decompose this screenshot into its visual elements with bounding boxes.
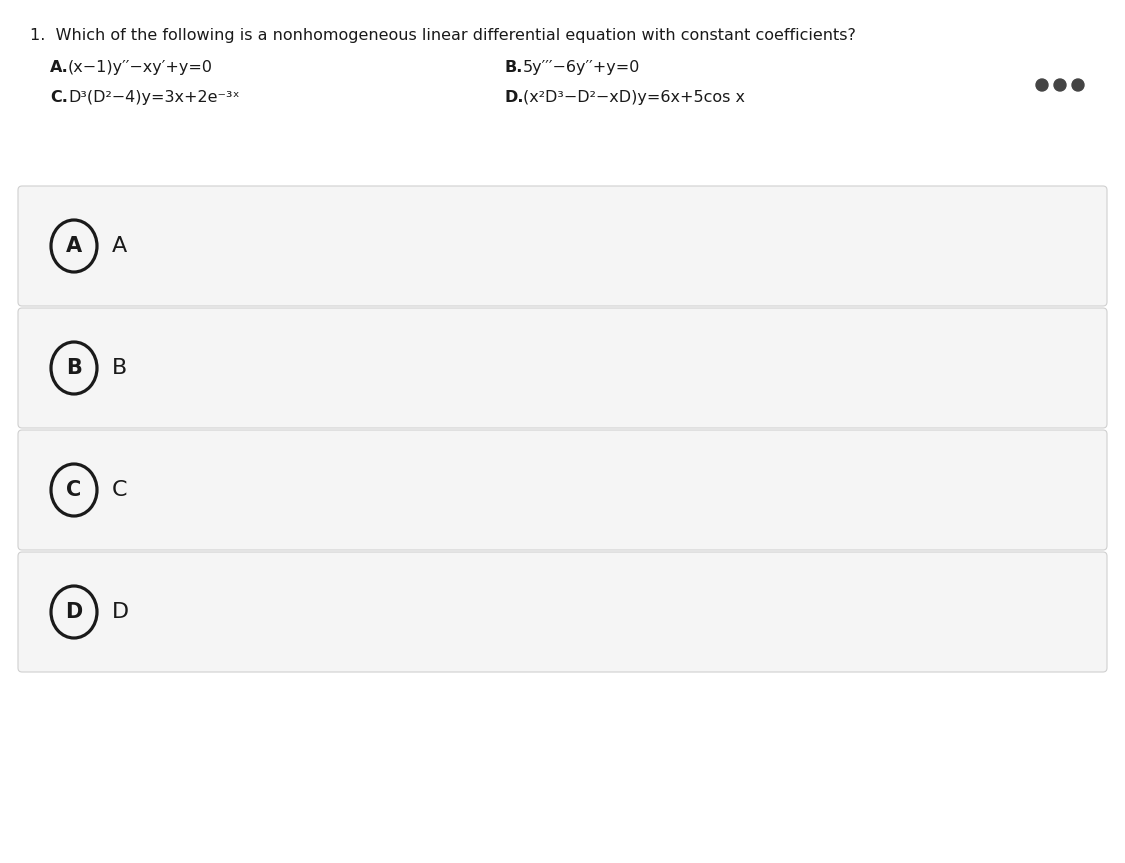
Text: D: D bbox=[112, 602, 129, 622]
Circle shape bbox=[1072, 79, 1084, 91]
Text: A: A bbox=[112, 236, 127, 256]
Text: B: B bbox=[112, 358, 127, 378]
Text: B: B bbox=[66, 358, 82, 378]
FancyBboxPatch shape bbox=[18, 552, 1107, 672]
Text: D³(D²−4)y=3x+2e⁻³ˣ: D³(D²−4)y=3x+2e⁻³ˣ bbox=[68, 90, 240, 105]
FancyBboxPatch shape bbox=[18, 308, 1107, 428]
Text: (x−1)y′′−xy′+y=0: (x−1)y′′−xy′+y=0 bbox=[68, 60, 213, 75]
Text: C: C bbox=[66, 480, 82, 500]
Circle shape bbox=[1036, 79, 1048, 91]
FancyBboxPatch shape bbox=[18, 430, 1107, 550]
Text: A: A bbox=[66, 236, 82, 256]
Text: D.: D. bbox=[505, 90, 524, 105]
Text: 5y′′′−6y′′+y=0: 5y′′′−6y′′+y=0 bbox=[523, 60, 640, 75]
Text: C.: C. bbox=[50, 90, 68, 105]
Text: C: C bbox=[112, 480, 127, 500]
Text: (x²D³−D²−xD)y=6x+5cos x: (x²D³−D²−xD)y=6x+5cos x bbox=[523, 90, 745, 105]
Text: D: D bbox=[65, 602, 82, 622]
Text: B.: B. bbox=[505, 60, 523, 75]
Text: A.: A. bbox=[50, 60, 69, 75]
Text: 1.  Which of the following is a nonhomogeneous linear differential equation with: 1. Which of the following is a nonhomoge… bbox=[30, 28, 856, 43]
Circle shape bbox=[1054, 79, 1066, 91]
FancyBboxPatch shape bbox=[18, 186, 1107, 306]
